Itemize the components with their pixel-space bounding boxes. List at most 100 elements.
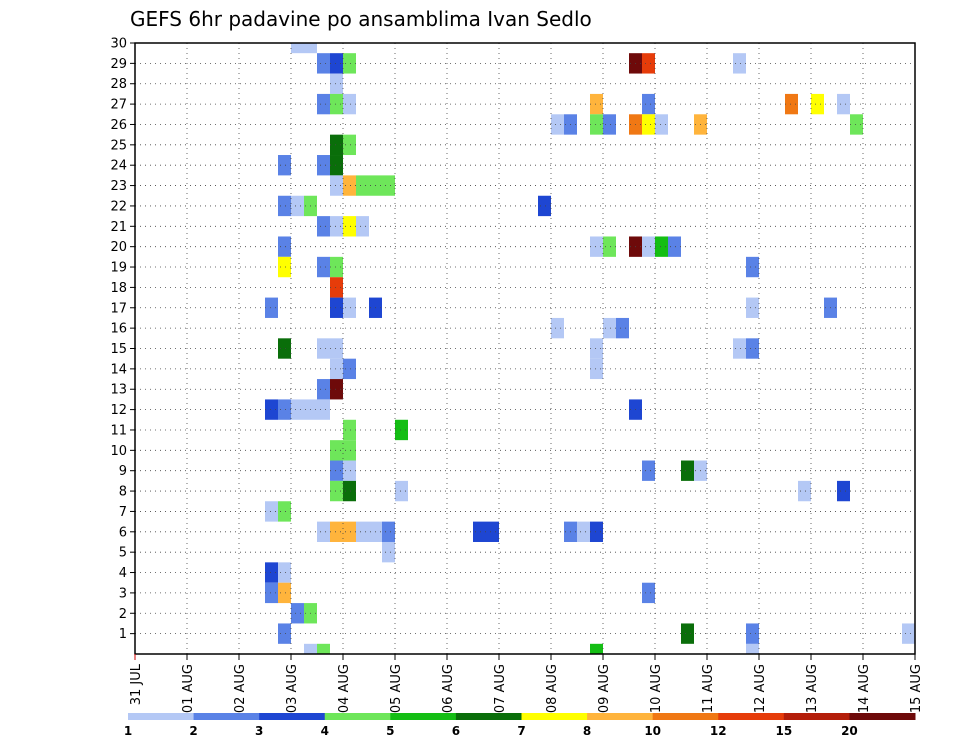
heatmap-cell	[278, 236, 291, 257]
y-tick-label: 12	[110, 403, 127, 418]
y-tick-label: 15	[110, 342, 127, 357]
heatmap-cell	[343, 297, 356, 318]
heatmap-cell	[330, 480, 343, 502]
heatmap-cell	[278, 582, 291, 604]
heatmap-cells	[265, 43, 915, 654]
heatmap-cell	[278, 195, 291, 217]
y-tick-label: 11	[110, 423, 127, 438]
y-tick-label: 20	[110, 240, 127, 255]
y-tick-label: 5	[119, 546, 127, 561]
heatmap-cell	[733, 338, 746, 359]
heatmap-cell	[343, 521, 356, 542]
colorbar-label: 7	[517, 724, 525, 738]
heatmap-cell	[538, 195, 551, 217]
heatmap-cell	[343, 93, 356, 115]
heatmap-cell	[304, 43, 317, 54]
x-tick-label: 05 AUG	[389, 664, 404, 713]
heatmap-cell	[473, 521, 486, 542]
heatmap-cell	[850, 114, 863, 135]
heatmap-cell	[278, 623, 291, 644]
x-tick-label: 15 AUG	[909, 664, 924, 713]
y-tick-label: 18	[110, 281, 127, 296]
y-tick-label: 30	[110, 37, 127, 52]
heatmap-cell	[343, 460, 356, 481]
colorbar-swatch	[849, 713, 916, 720]
heatmap-cell	[837, 480, 850, 502]
heatmap-cell	[265, 582, 278, 604]
heatmap-cell	[395, 419, 408, 441]
heatmap-cell	[317, 399, 330, 420]
grid-lines	[135, 43, 915, 654]
heatmap-cell	[590, 93, 603, 115]
heatmap-cell	[265, 562, 278, 583]
heatmap-cell	[278, 399, 291, 420]
colorbar-swatch	[324, 713, 391, 720]
x-tick-label: 01 AUG	[181, 664, 196, 713]
colorbar-swatch	[128, 713, 195, 720]
y-tick-label: 22	[110, 199, 127, 214]
heatmap-cell	[733, 53, 746, 74]
heatmap-cell	[291, 603, 304, 624]
y-tick-label: 6	[119, 525, 127, 540]
heatmap-cell	[902, 623, 915, 644]
y-tick-label: 10	[110, 444, 127, 459]
heatmap-cell	[681, 460, 694, 481]
colorbar-swatch	[587, 713, 654, 720]
x-tick-label: 03 AUG	[285, 664, 300, 713]
x-tick-label: 10 AUG	[649, 664, 664, 713]
heatmap-cell	[343, 175, 356, 196]
y-tick-label: 3	[119, 586, 127, 601]
colorbar-label: 20	[841, 724, 858, 738]
y-tick-label: 17	[110, 301, 127, 316]
colorbar-label: 12	[710, 724, 727, 738]
heatmap-cell	[642, 93, 655, 115]
heatmap-cell	[642, 582, 655, 604]
heatmap-cell	[317, 643, 330, 654]
heatmap-cell	[590, 358, 603, 380]
heatmap-cell	[356, 175, 369, 196]
x-tick-label: 02 AUG	[233, 664, 248, 713]
heatmap-cell	[278, 155, 291, 176]
y-tick-label: 14	[110, 362, 127, 377]
chart-title: GEFS 6hr padavine po ansamblima Ivan Sed…	[130, 7, 592, 31]
heatmap-cell	[590, 236, 603, 257]
heatmap-cell	[343, 216, 356, 237]
colorbar: 1 2 3 4 5 6 7 8 10 12 15 20	[124, 713, 916, 738]
heatmap-cell	[642, 114, 655, 135]
colorbar-label: 1	[124, 724, 132, 738]
heatmap-cell	[746, 338, 759, 359]
heatmap-cell	[395, 480, 408, 502]
colorbar-label: 10	[644, 724, 661, 738]
x-tick-label: 31 JUL	[129, 663, 144, 705]
colorbar-swatch	[455, 713, 522, 720]
heatmap-cell	[330, 93, 343, 115]
heatmap-cell	[681, 623, 694, 644]
heatmap-cell	[590, 643, 603, 654]
x-tick-label: 07 AUG	[493, 664, 508, 713]
x-axis: 31 JUL 01 AUG 02 AUG 03 AUG 04 AUG 05 AUG 06 A…	[129, 654, 924, 713]
heatmap-cell	[317, 216, 330, 237]
y-tick-label: 7	[119, 505, 127, 520]
y-tick-label: 25	[110, 138, 127, 153]
x-tick-label: 06 AUG	[441, 664, 456, 713]
colorbar-swatch	[193, 713, 260, 720]
heatmap-cell	[616, 317, 629, 339]
heatmap-cell	[382, 541, 395, 563]
heatmap-cell	[655, 236, 668, 257]
heatmap-cell	[304, 643, 317, 654]
heatmap-cell	[746, 643, 759, 654]
heatmap-cell	[811, 93, 824, 115]
heatmap-cell	[382, 521, 395, 542]
heatmap-cell	[551, 317, 564, 339]
heatmap-cell	[343, 53, 356, 74]
heatmap-cell	[642, 236, 655, 257]
heatmap-cell	[291, 399, 304, 420]
x-tick-label: 09 AUG	[597, 664, 612, 713]
heatmap-cell	[343, 134, 356, 156]
heatmap-cell	[590, 521, 603, 542]
y-tick-label: 28	[110, 77, 127, 92]
heatmap-cell	[798, 480, 811, 502]
colorbar-swatch	[783, 713, 850, 720]
y-tick-label: 29	[110, 57, 127, 72]
x-tick-label: 11 AUG	[701, 664, 716, 713]
